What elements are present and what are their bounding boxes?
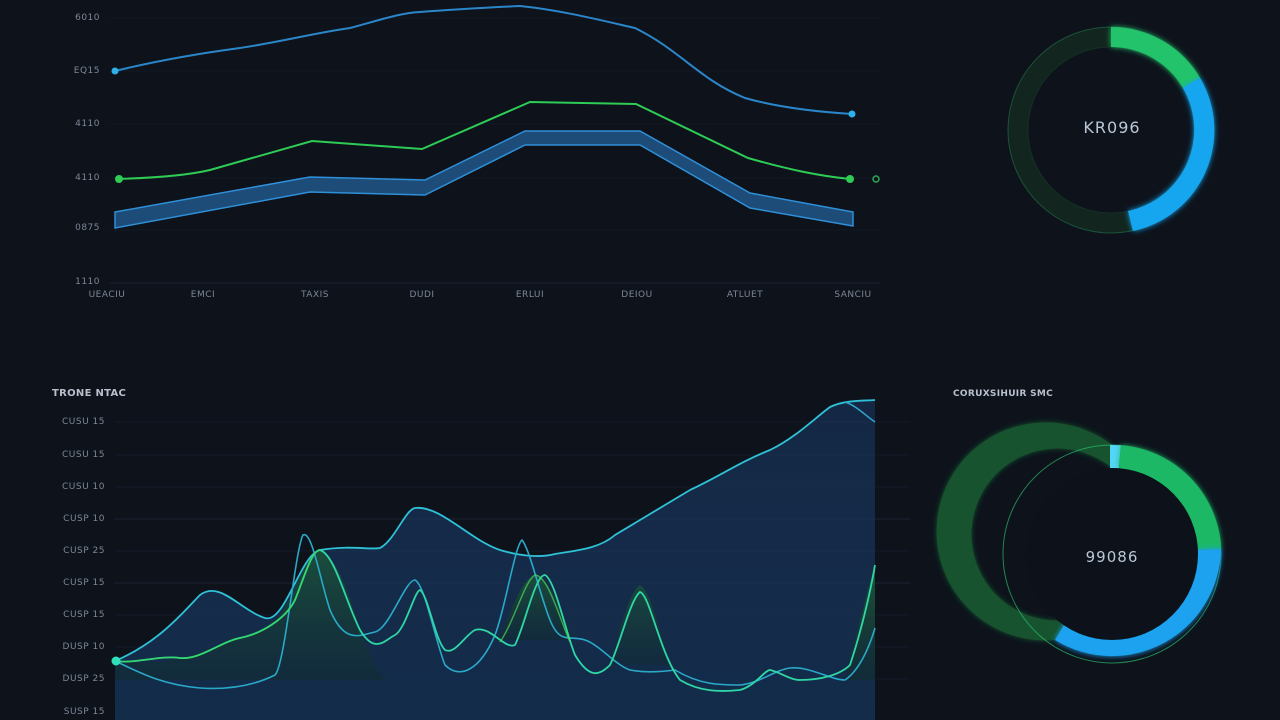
x-tick: DUDI (409, 290, 435, 300)
donut-segment-cyan (1110, 444, 1121, 469)
x-tick: EMCI (190, 290, 216, 300)
y-tick: ЕQ15 (73, 66, 100, 76)
donut-segment-green (1119, 445, 1221, 550)
top-donut-value: KR096 (1083, 118, 1141, 137)
bottom-chart-title: TRONE NTAC (52, 388, 127, 399)
green-line (117, 100, 851, 180)
blue-line (114, 4, 853, 115)
green-area-fill (500, 575, 575, 640)
blue-line-tail (844, 401, 876, 423)
green-area-fill (610, 585, 670, 665)
x-tick: SANCIU (834, 290, 872, 300)
bottom-area-chart: TRONE NTAC CUSU 15 CUSU 15 CUSU 10 CUSP … (0, 380, 920, 720)
y-tick: 6010 (75, 13, 100, 23)
x-tick: UEACIU (88, 290, 126, 300)
top-line-chart: 6010 ЕQ15 4110 4110 0875 1110 UEACIU EMC… (0, 0, 900, 310)
y-tick: DUSP 10 (62, 642, 105, 652)
y-tick: CUSU 10 (62, 482, 105, 492)
series-start-dot (111, 656, 121, 666)
green-line-end-dot (846, 175, 854, 183)
green-highlight (499, 574, 571, 643)
donut-segment-blue (1128, 78, 1215, 231)
y-tick: CUSP 15 (63, 578, 105, 588)
green-area-fill (845, 565, 875, 680)
top-donut-chart: KR096 (1000, 20, 1230, 240)
cyan-line (114, 534, 876, 690)
x-tick: TAXIS (301, 290, 329, 300)
y-tick: 0875 (75, 223, 100, 233)
donut-segment-blue (1055, 549, 1221, 657)
green-area-fill (115, 550, 390, 680)
green-highlight (114, 549, 321, 663)
x-tick: ATLUET (726, 290, 764, 300)
y-tick: CUSP 25 (63, 546, 105, 556)
y-tick: CUSU 15 (62, 417, 105, 427)
y-tick: SUSP 15 (63, 707, 105, 717)
x-tick: ERLUI (515, 290, 545, 300)
donut-segment-dark-green (936, 422, 1112, 641)
bottom-area-plot (111, 399, 910, 720)
y-tick: DUSP 25 (62, 674, 105, 684)
bottom-donut-chart: CORUXSIHUIR SMC 99086 (936, 380, 1240, 680)
blue-line (114, 399, 876, 662)
bottom-donut (936, 422, 1222, 664)
top-donut (1007, 26, 1215, 234)
y-tick: 1110 (75, 277, 100, 287)
x-tick: DEIOU (621, 290, 653, 300)
y-tick: CUSP 15 (63, 610, 105, 620)
y-tick: CUSP 10 (63, 514, 105, 524)
y-tick: 4110 (75, 119, 100, 129)
top-line-plot (110, 4, 880, 284)
blue-line-end-dot (848, 110, 856, 118)
band-area (114, 130, 854, 229)
y-tick: CUSU 15 (62, 450, 105, 460)
green-line-start-dot (115, 175, 123, 183)
blue-line-start-dot (111, 67, 119, 75)
bottom-donut-title: CORUXSIHUIR SMC (953, 389, 1054, 399)
y-tick: 4110 (75, 173, 100, 183)
legend-marker (872, 175, 880, 183)
bottom-donut-value: 99086 (1085, 548, 1139, 566)
donut-segment-green (1111, 26, 1200, 88)
